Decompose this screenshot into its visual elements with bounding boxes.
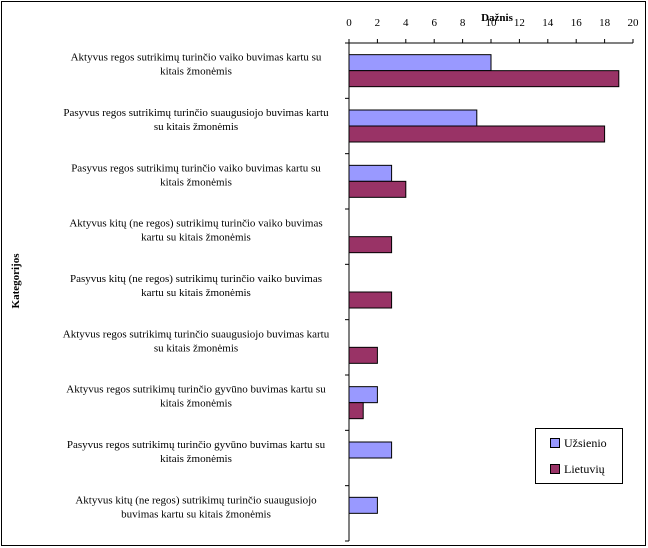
bar-lietuviu (348, 70, 620, 88)
bar-lietuviu (348, 236, 393, 254)
x-tick-label: 18 (599, 17, 611, 29)
bar-uzsienio (348, 109, 478, 127)
category-label: Pasyvus regos sutrikimų turinčio suaugus… (63, 107, 329, 133)
legend-swatch-uzsienio (550, 438, 560, 448)
bar-lietuviu (348, 291, 393, 309)
category-label-line: kartu su kitais žmonėmis (141, 232, 251, 244)
category-label-line: Pasyvus regos sutrikimų turinčio suaugus… (63, 107, 329, 119)
category-label-line: Aktyvus regos sutrikimų turinčio gyvūno … (66, 384, 326, 396)
x-tick-label: 16 (571, 17, 583, 29)
x-axis-title: Dažnis (481, 12, 514, 24)
x-tick-label: 20 (628, 17, 640, 29)
category-label-line: Aktyvus kitų (ne regos) sutrikimų turinč… (75, 494, 317, 506)
x-tick-label: 6 (431, 17, 437, 29)
category-label-line: Aktyvus regos sutrikimų turinčio suaugus… (63, 328, 330, 340)
legend-label-lietuviu: Lietuvių (564, 461, 605, 476)
category-label: Aktyvus kitų (ne regos) sutrikimų turinč… (69, 218, 322, 244)
bar-uzsienio (348, 54, 492, 72)
x-tick-label: 0 (346, 17, 352, 29)
category-label: Aktyvus regos sutrikimų turinčio vaiko b… (71, 52, 322, 78)
bar-lietuviu (348, 346, 378, 364)
category-label: Pasyvus regos sutrikimų turinčio vaiko b… (71, 162, 321, 188)
bar-lietuviu (348, 125, 606, 143)
category-label: Aktyvus kitų (ne regos) sutrikimų turinč… (75, 494, 317, 520)
legend-swatch-lietuviu (550, 464, 560, 474)
legend-label-uzsienio: Užsienio (564, 435, 607, 450)
x-tick-label: 2 (375, 17, 381, 29)
category-label-line: buvimas kartu su kitais žmonėmis (121, 508, 271, 520)
bar-uzsienio (348, 386, 378, 404)
y-axis-title: Kategorijos (10, 253, 22, 309)
legend-item-lietuviu: Lietuvių (550, 462, 605, 476)
x-tick-label: 8 (460, 17, 466, 29)
bar-lietuviu (348, 402, 364, 420)
category-label: Pasyvus regos sutrikimų turinčio gyvūno … (67, 439, 326, 465)
category-label-line: Aktyvus kitų (ne regos) sutrikimų turinč… (69, 218, 322, 230)
x-tick-label: 4 (403, 17, 409, 29)
category-label-line: kitais žmonėmis (160, 176, 232, 188)
legend-item-uzsienio: Užsienio (550, 436, 607, 450)
category-label-line: kitais žmonėmis (160, 398, 232, 410)
category-label-line: kitais žmonėmis (160, 66, 232, 78)
category-label-line: Pasyvus regos sutrikimų turinčio gyvūno … (67, 439, 326, 451)
bar-uzsienio (348, 441, 393, 459)
category-label-line: Pasyvus regos sutrikimų turinčio vaiko b… (71, 162, 321, 174)
category-label-line: kartu su kitais žmonėmis (141, 287, 251, 299)
category-label-line: Aktyvus regos sutrikimų turinčio vaiko b… (71, 52, 322, 64)
category-label: Aktyvus regos sutrikimų turinčio suaugus… (63, 328, 330, 354)
x-tick-label: 12 (514, 17, 525, 29)
x-tick-label: 14 (542, 17, 554, 29)
legend: Užsienio Lietuvių (535, 428, 623, 484)
category-label: Pasyvus kitų (ne regos) sutrikimų turinč… (70, 273, 322, 299)
bar-uzsienio (348, 164, 393, 182)
bar-lietuviu (348, 180, 407, 198)
bar-uzsienio (348, 496, 378, 514)
category-label-line: su kitais žmonėmis (154, 342, 238, 354)
category-label-line: kitais žmonėmis (160, 453, 232, 465)
category-label-line: su kitais žmonėmis (154, 121, 238, 133)
category-label-line: Pasyvus kitų (ne regos) sutrikimų turinč… (70, 273, 322, 285)
category-label: Aktyvus regos sutrikimų turinčio gyvūno … (66, 384, 326, 410)
x-tick-label: 10 (486, 17, 498, 29)
